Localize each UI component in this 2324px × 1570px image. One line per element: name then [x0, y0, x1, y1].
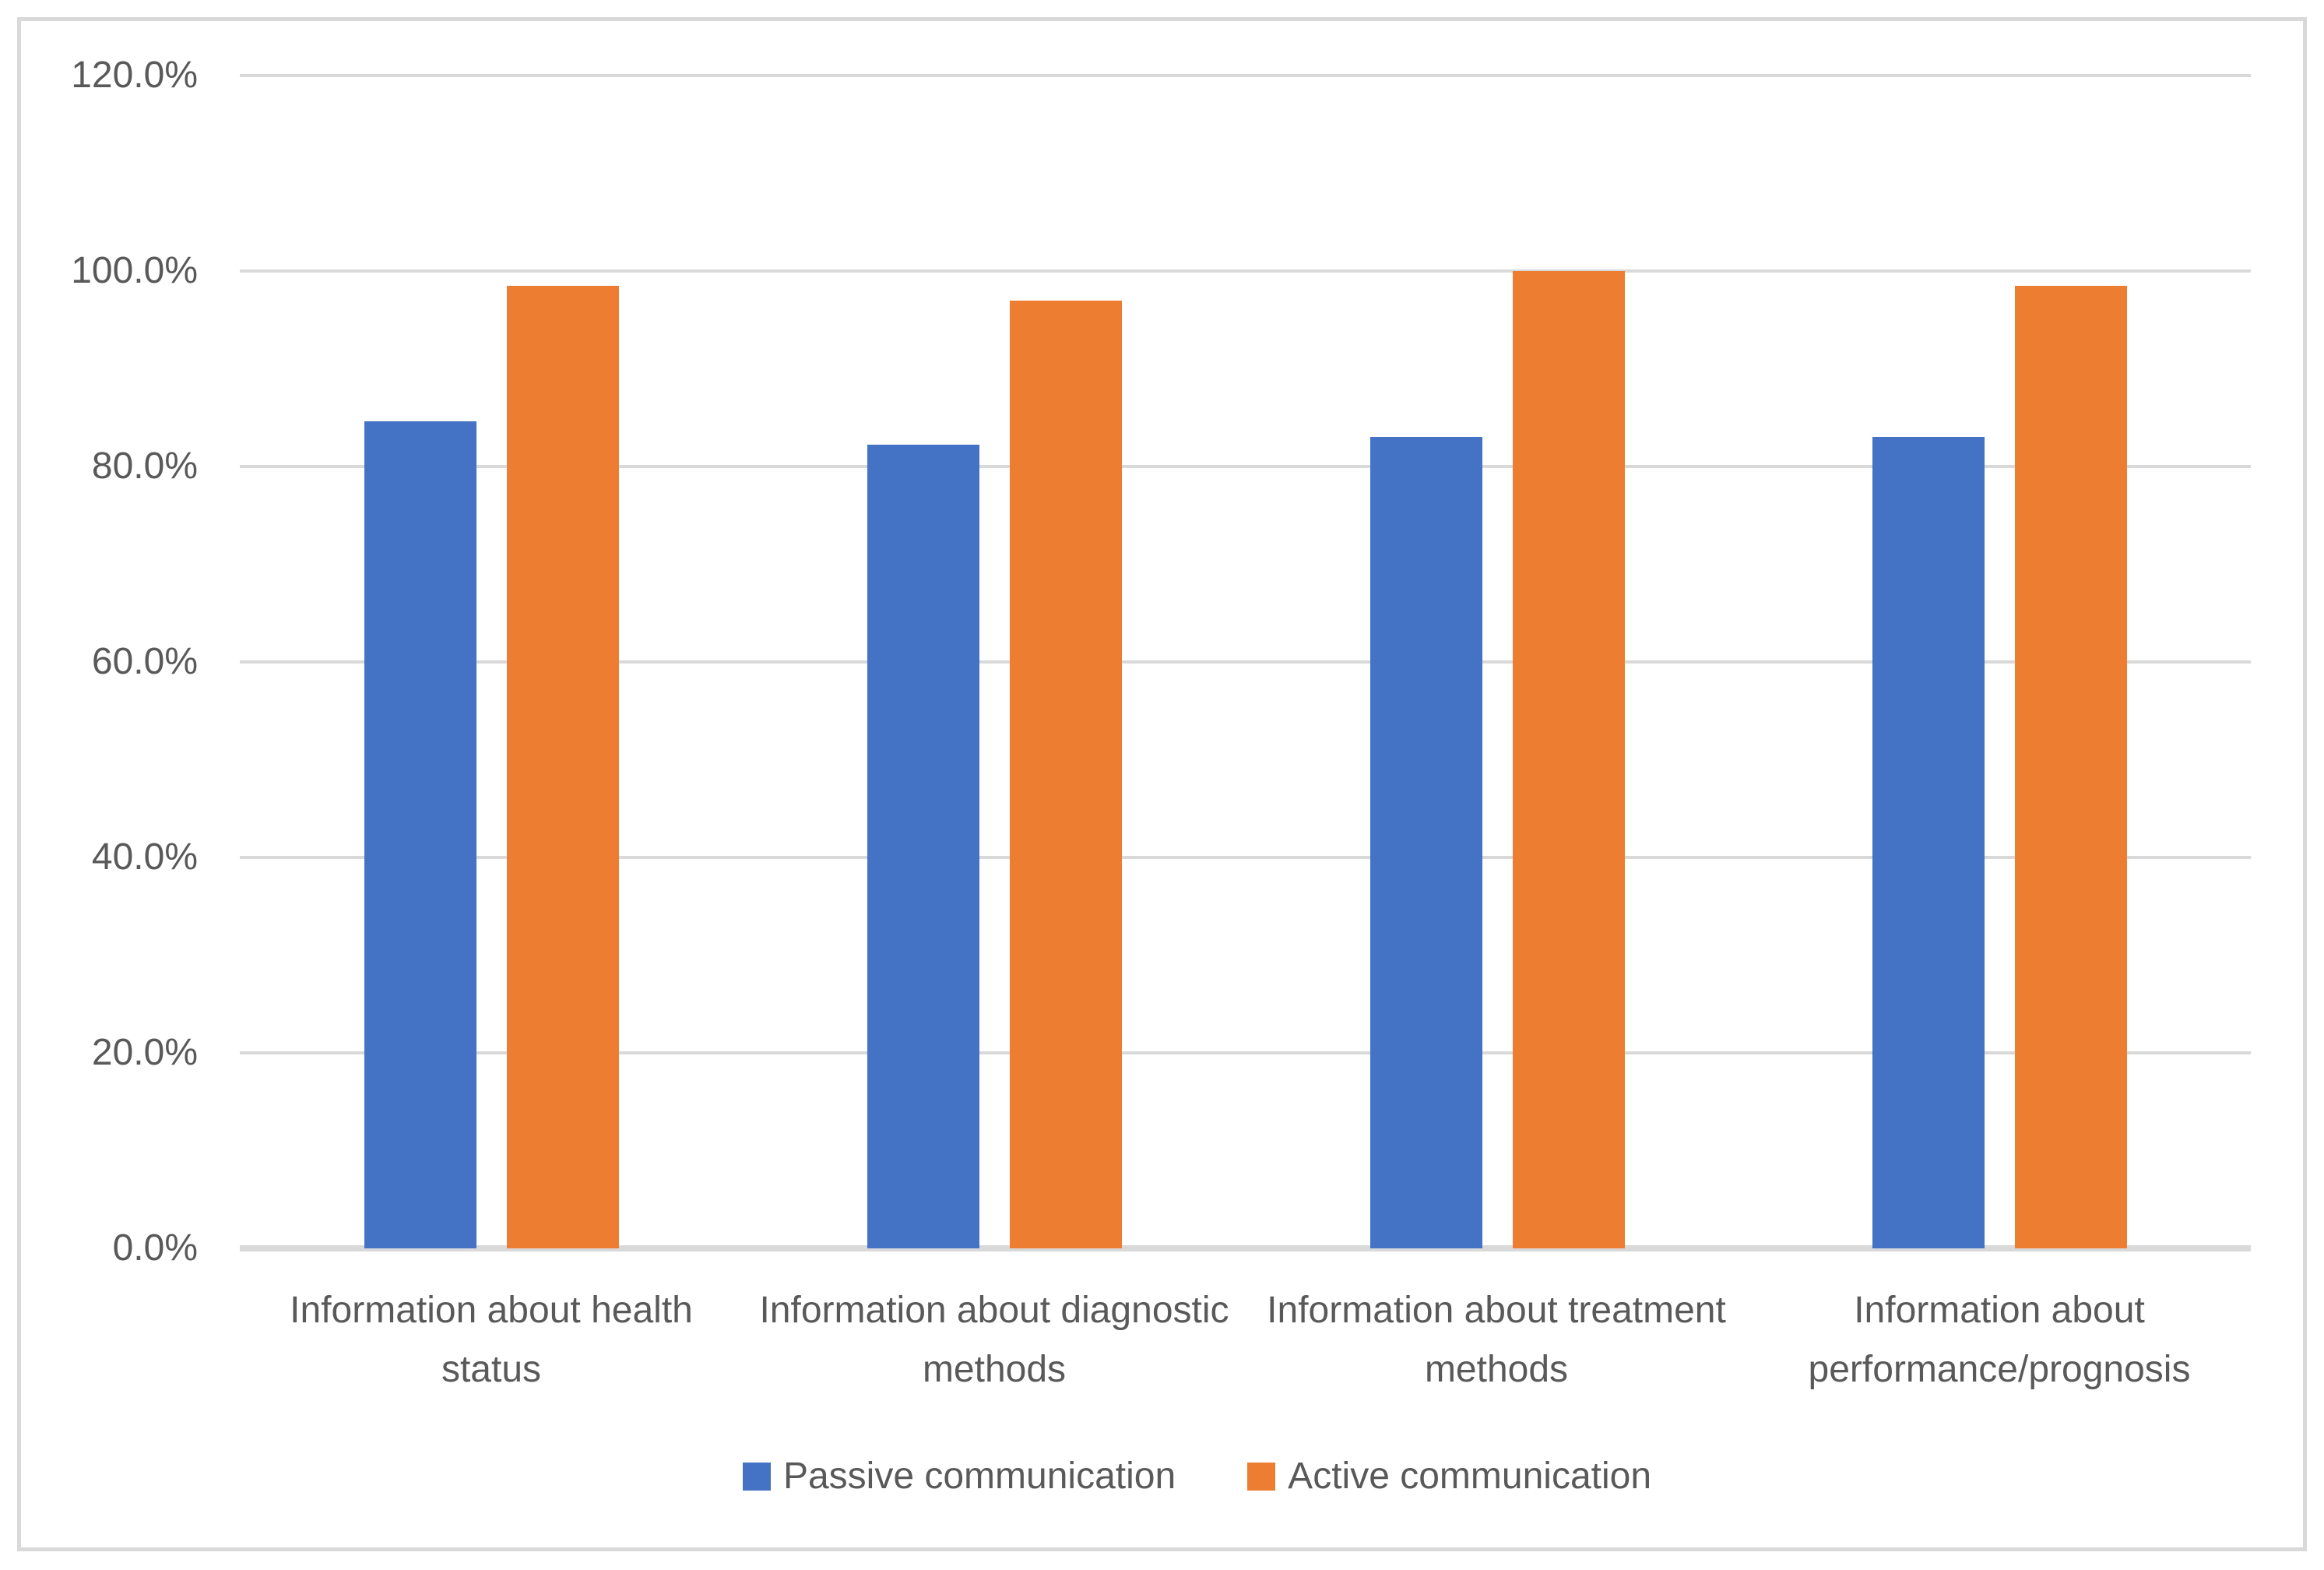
legend-item-active-communication: Active communication [1247, 1458, 1651, 1495]
legend-swatch-passive-communication [742, 1463, 771, 1491]
legend-item-passive-communication: Passive communication [742, 1456, 1176, 1497]
legend-swatch-active-communication [1247, 1463, 1276, 1491]
chart-border-frame [17, 17, 2307, 1551]
legend-label-passive-communication: Passive communication [782, 1456, 1176, 1497]
legend: Passive communication Active communicatio… [35, 1453, 2324, 1500]
legend-label-active-communication: Active communication [1288, 1456, 1652, 1497]
